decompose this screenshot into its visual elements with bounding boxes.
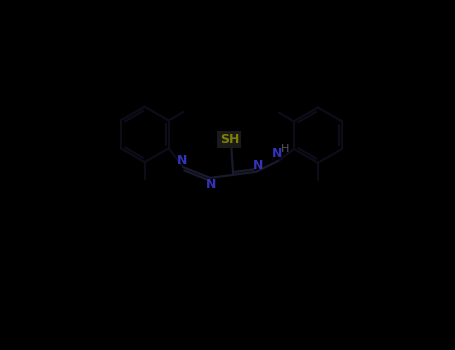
Text: SH: SH [220,133,239,146]
Text: N: N [206,178,216,191]
Text: N: N [272,147,283,160]
Text: H: H [281,145,289,154]
Text: N: N [253,159,263,172]
Text: N: N [177,154,187,167]
